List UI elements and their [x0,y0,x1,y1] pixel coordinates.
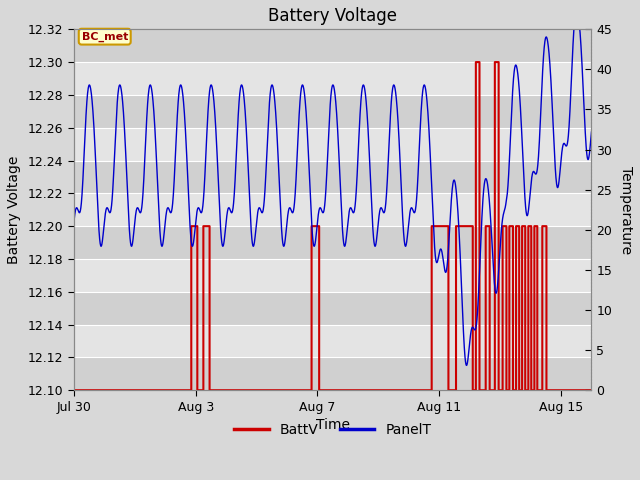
X-axis label: Time: Time [316,418,349,432]
Bar [74,95,591,128]
Bar [74,324,591,358]
Bar [74,128,591,160]
Bar [74,226,591,259]
Text: BC_met: BC_met [81,32,128,42]
Bar [74,29,591,62]
Bar [74,160,591,193]
Bar [74,358,591,390]
Bar [74,259,591,292]
Bar [74,62,591,95]
Y-axis label: Battery Voltage: Battery Voltage [7,156,21,264]
Bar [74,292,591,324]
Y-axis label: Temperature: Temperature [619,166,633,254]
Title: Battery Voltage: Battery Voltage [268,7,397,25]
Legend: BattV, PanelT: BattV, PanelT [228,418,437,443]
Bar [74,193,591,226]
